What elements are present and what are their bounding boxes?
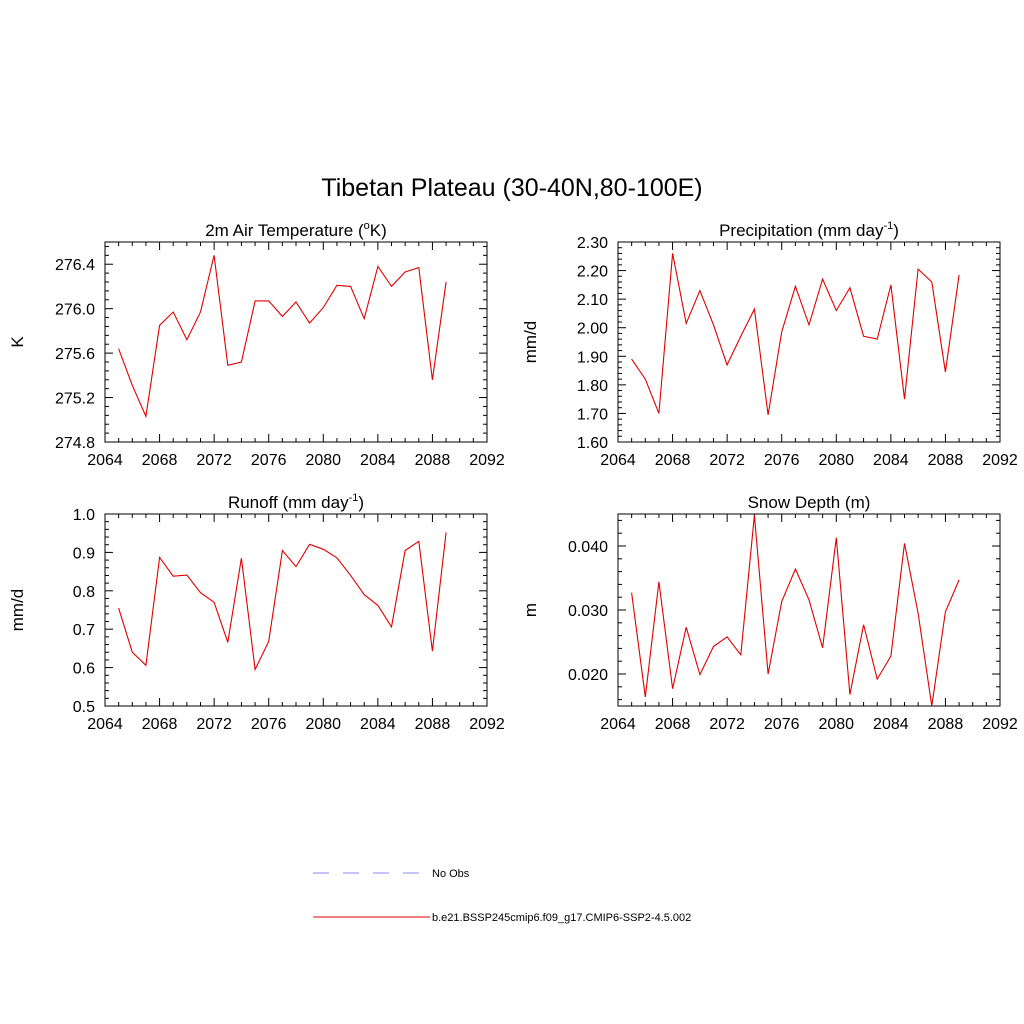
- runoff-y-tick-label: 0.8: [73, 584, 95, 601]
- precipitation-x-tick-label: 2076: [764, 452, 800, 469]
- runoff-x-tick-label: 2068: [142, 716, 178, 733]
- air-temperature-x-tick-label: 2064: [87, 452, 123, 469]
- snow-depth-y-tick-label: 0.040: [568, 539, 608, 556]
- precipitation-plot-frame: [617, 241, 1001, 443]
- precipitation-panel-title-main: Precipitation (mm day: [719, 221, 884, 240]
- precipitation-x-tick-label: 2068: [655, 452, 691, 469]
- snow-depth-x-tick-label: 2088: [928, 716, 964, 733]
- runoff-y-tick-label: 0.7: [73, 622, 95, 639]
- precipitation-x-tick-label: 2084: [873, 452, 909, 469]
- precipitation-panel-title-sup: -1: [883, 220, 893, 232]
- runoff-plot-frame: [104, 513, 488, 707]
- snow-depth-y-tick-label: 0.030: [568, 603, 608, 620]
- snow-depth-x-tick-label: 2076: [764, 716, 800, 733]
- precipitation-y-tick-label: 1.70: [577, 406, 608, 423]
- snow-depth-y-tick-label: 0.020: [568, 667, 608, 684]
- legend-label-no-obs: No Obs: [432, 868, 470, 880]
- runoff-panel-title-suffix: ): [358, 493, 364, 512]
- snow-depth-y-axis-label: m: [521, 603, 540, 617]
- snow-depth-series-line: [631, 515, 960, 707]
- runoff-x-tick-label: 2080: [305, 716, 341, 733]
- precipitation-y-axis-label: mm/d: [521, 321, 540, 364]
- air-temperature-y-tick-label: 275.2: [55, 391, 95, 408]
- precipitation-y-tick-label: 2.00: [577, 321, 608, 338]
- snow-depth-panel-title: Snow Depth (m): [748, 493, 871, 512]
- precipitation-panel-title: Precipitation (mm day-1): [719, 220, 899, 240]
- precipitation-x-tick-label: 2072: [709, 452, 745, 469]
- air-temperature-x-tick-label: 2080: [305, 452, 341, 469]
- air-temperature-panel-title-sup: o: [364, 220, 370, 232]
- runoff-y-tick-label: 1.0: [73, 507, 95, 524]
- precipitation-x-tick-label: 2064: [600, 452, 636, 469]
- legend: No Obs b.e21.BSSP245cmip6.f09_g17.CMIP6-…: [313, 868, 691, 924]
- runoff-x-tick-label: 2064: [87, 716, 123, 733]
- air-temperature-plot-frame: [104, 241, 488, 443]
- runoff-panel-title-sup: -1: [349, 492, 359, 504]
- runoff-x-tick-label: 2072: [196, 716, 232, 733]
- air-temperature-y-tick-label: 276.4: [55, 257, 95, 274]
- panel-snow-depth: Snow Depth (m) m 2064 2068 2072 2076 2080 2084 2…: [521, 493, 1018, 733]
- snow-depth-x-tick-label: 2068: [655, 716, 691, 733]
- precipitation-y-tick-label: 2.10: [577, 292, 608, 309]
- air-temperature-x-tick-label: 2068: [142, 452, 178, 469]
- precipitation-y-tick-label: 1.80: [577, 378, 608, 395]
- air-temperature-series-line: [118, 255, 447, 419]
- legend-label-model: b.e21.BSSP245cmip6.f09_g17.CMIP6-SSP2-4.…: [432, 912, 691, 924]
- snow-depth-panel-title-main: Snow Depth (m): [748, 493, 871, 512]
- air-temperature-x-tick-label: 2084: [360, 452, 396, 469]
- runoff-x-tick-label: 2092: [469, 716, 505, 733]
- precipitation-x-tick-label: 2080: [818, 452, 854, 469]
- air-temperature-y-axis-label: K: [8, 336, 27, 348]
- air-temperature-y-tick-label: 275.6: [55, 346, 95, 363]
- air-temperature-x-tick-label: 2088: [415, 452, 451, 469]
- air-temperature-x-tick-label: 2076: [251, 452, 287, 469]
- panel-air-temperature: 2m Air Temperature (oK) K 2064 2068 2072 2076…: [8, 220, 505, 469]
- figure-title: Tibetan Plateau (30-40N,80-100E): [321, 174, 702, 202]
- air-temperature-panel-title-main: 2m Air Temperature (: [205, 221, 364, 240]
- runoff-panel-title: Runoff (mm day-1): [228, 492, 364, 512]
- air-temperature-x-tick-label: 2092: [469, 452, 505, 469]
- precipitation-x-tick-label: 2092: [982, 452, 1018, 469]
- precipitation-y-tick-label: 1.60: [577, 435, 608, 452]
- precipitation-series-line: [631, 253, 960, 415]
- runoff-x-tick-label: 2088: [415, 716, 451, 733]
- runoff-y-tick-label: 0.9: [73, 545, 95, 562]
- precipitation-panel-title-suffix: ): [893, 221, 899, 240]
- precipitation-x-tick-label: 2088: [928, 452, 964, 469]
- runoff-series-line: [118, 532, 447, 672]
- snow-depth-x-tick-label: 2084: [873, 716, 909, 733]
- snow-depth-x-tick-label: 2080: [818, 716, 854, 733]
- runoff-x-tick-label: 2084: [360, 716, 396, 733]
- runoff-y-axis-label: mm/d: [8, 589, 27, 632]
- air-temperature-y-tick-label: 274.8: [55, 435, 95, 452]
- snow-depth-x-tick-label: 2092: [982, 716, 1018, 733]
- panel-runoff: Runoff (mm day-1) mm/d 2064 2068 2072 2076 208…: [8, 492, 505, 733]
- runoff-x-tick-label: 2076: [251, 716, 287, 733]
- precipitation-y-tick-label: 2.20: [577, 264, 608, 281]
- runoff-panel-title-main: Runoff (mm day: [228, 493, 349, 512]
- snow-depth-x-tick-label: 2064: [600, 716, 636, 733]
- air-temperature-y-tick-label: 276.0: [55, 302, 95, 319]
- precipitation-y-tick-label: 2.30: [577, 235, 608, 252]
- air-temperature-panel-title: 2m Air Temperature (oK): [205, 220, 387, 240]
- air-temperature-panel-title-suffix: K): [370, 221, 387, 240]
- runoff-y-tick-label: 0.5: [73, 699, 95, 716]
- air-temperature-x-tick-label: 2072: [196, 452, 232, 469]
- snow-depth-x-tick-label: 2072: [709, 716, 745, 733]
- panel-precipitation: Precipitation (mm day-1) mm/d 2064 2068 2072…: [521, 220, 1018, 469]
- runoff-y-tick-label: 0.6: [73, 661, 95, 678]
- precipitation-y-tick-label: 1.90: [577, 349, 608, 366]
